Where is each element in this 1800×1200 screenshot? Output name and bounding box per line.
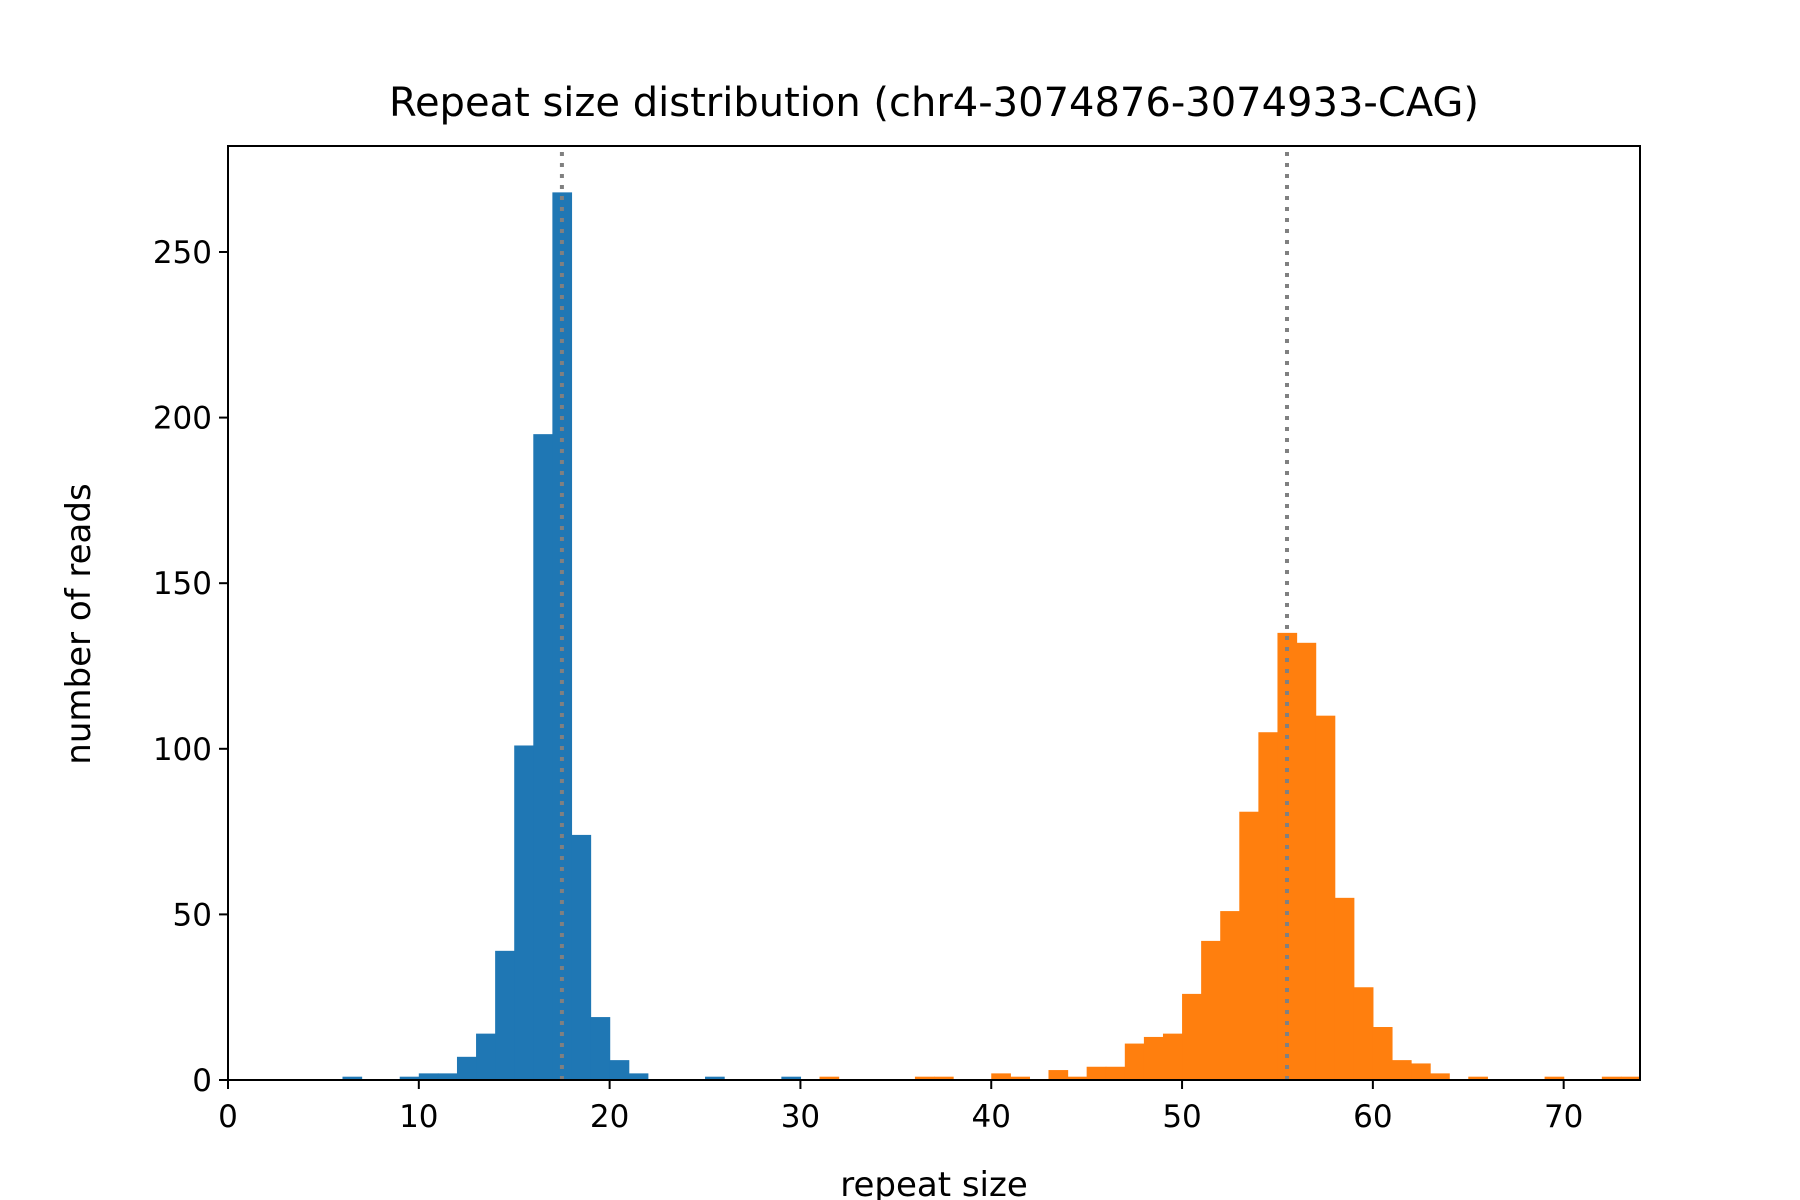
bar-series2-bin-50 [1182, 993, 1202, 1080]
bar-series1-bin-10 [418, 1073, 439, 1080]
x-tick-label-40: 40 [972, 1099, 1011, 1135]
y-tick-label-50: 50 [173, 897, 212, 933]
y-axis-label: number of reads [59, 483, 99, 764]
bar-series1-bin-20 [609, 1060, 630, 1080]
bar-series2-bin-47 [1124, 1043, 1145, 1080]
y-tick-label-250: 250 [153, 235, 212, 271]
bar-series2-bin-61 [1391, 1060, 1412, 1080]
bar-series2-bin-51 [1201, 940, 1221, 1080]
bar-series2-bin-44 [1067, 1076, 1088, 1080]
bar-series2-bin-72 [1601, 1076, 1622, 1080]
bar-series1-bin-25 [705, 1076, 725, 1080]
x-axis-label: repeat size [840, 1165, 1028, 1200]
bar-series2-bin-73 [1620, 1076, 1641, 1080]
bar-series1-bin-29 [781, 1076, 802, 1080]
bar-series2-bin-63 [1430, 1073, 1450, 1080]
bar-series2-bin-56 [1296, 642, 1317, 1080]
plot-frame [227, 145, 1641, 1081]
bar-series2-bin-59 [1353, 987, 1374, 1080]
bar-series2-bin-40 [991, 1073, 1011, 1080]
bar-series1-bin-11 [437, 1073, 458, 1080]
bar-series1-bin-14 [495, 950, 515, 1080]
bar-series1-bin-13 [476, 1033, 496, 1080]
x-tick-label-20: 20 [590, 1099, 629, 1135]
x-tick-label-60: 60 [1353, 1099, 1392, 1135]
bar-series1-bin-21 [628, 1073, 649, 1080]
bars-layer [342, 192, 1641, 1081]
bar-series2-bin-57 [1315, 715, 1336, 1080]
y-tick-label-100: 100 [153, 732, 212, 768]
bar-series2-bin-53 [1239, 811, 1259, 1080]
bar-series2-bin-62 [1411, 1063, 1431, 1080]
y-tick-label-0: 0 [192, 1063, 212, 1099]
chart-title: Repeat size distribution (chr4-3074876-3… [389, 80, 1479, 126]
bar-series1-bin-9 [399, 1076, 420, 1080]
x-tick-label-50: 50 [1162, 1099, 1201, 1135]
bar-series1-bin-12 [456, 1056, 477, 1080]
x-tick-label-30: 30 [781, 1099, 820, 1135]
bar-series2-bin-37 [934, 1076, 954, 1080]
bar-series2-bin-49 [1162, 1033, 1183, 1080]
bar-series1-bin-19 [590, 1017, 611, 1080]
bar-series1-bin-15 [514, 745, 534, 1080]
y-axis-ticks: 0 50 100 150 200 250 [153, 235, 228, 1099]
bar-series2-bin-52 [1220, 911, 1240, 1080]
bar-series1-bin-6 [342, 1076, 363, 1080]
bar-series1-bin-16 [533, 434, 553, 1080]
bar-series2-bin-54 [1258, 732, 1279, 1080]
bar-series2-bin-65 [1468, 1076, 1488, 1080]
bar-series2-bin-46 [1105, 1066, 1126, 1080]
y-tick-label-200: 200 [153, 401, 212, 437]
y-tick-label-150: 150 [153, 566, 212, 602]
bar-series1-bin-18 [571, 834, 592, 1080]
bar-series2-bin-43 [1048, 1070, 1069, 1080]
bar-series2-bin-58 [1334, 897, 1355, 1080]
reference-lines-layer [559, 152, 1289, 1080]
bar-series2-bin-48 [1143, 1036, 1164, 1080]
x-tick-label-70: 70 [1544, 1099, 1583, 1135]
x-axis-ticks: 0 10 20 30 40 50 60 70 [218, 1080, 1583, 1135]
bar-series2-bin-45 [1086, 1066, 1107, 1080]
bar-series2-bin-31 [819, 1076, 840, 1080]
bar-series2-bin-60 [1372, 1027, 1393, 1080]
bar-series2-bin-69 [1544, 1076, 1565, 1080]
bar-series2-bin-36 [914, 1076, 935, 1080]
bar-series2-bin-41 [1010, 1076, 1031, 1080]
x-tick-label-10: 10 [399, 1099, 438, 1135]
x-tick-label-0: 0 [218, 1099, 238, 1135]
